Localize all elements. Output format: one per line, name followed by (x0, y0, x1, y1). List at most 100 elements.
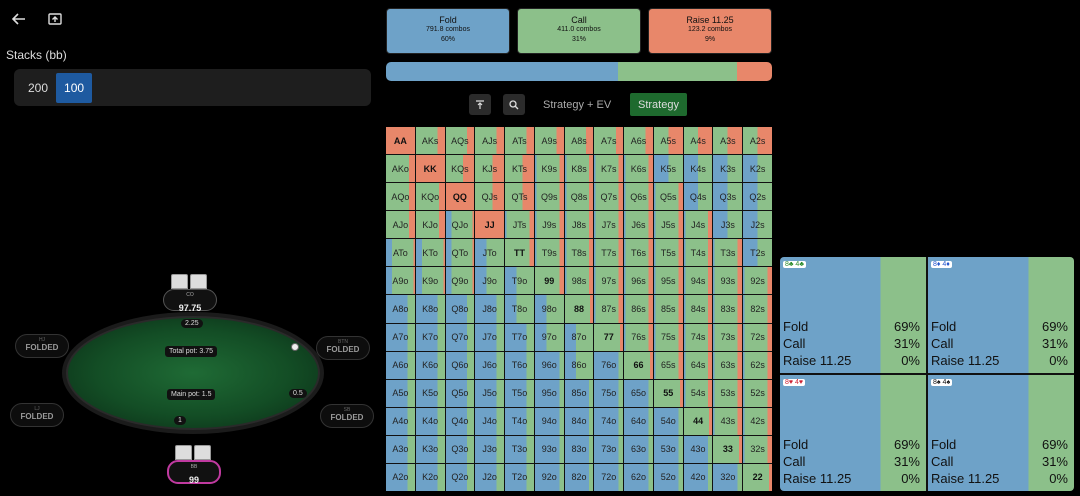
hand-cell-K3o[interactable]: K3o (415, 435, 445, 463)
hand-cell-84s[interactable]: 84s (683, 295, 713, 323)
hand-cell-98s[interactable]: 98s (564, 267, 594, 295)
hand-cell-92s[interactable]: 92s (743, 267, 772, 295)
action-fold[interactable]: Fold 791.8 combos 60% (386, 8, 510, 54)
hand-cell-Q7s[interactable]: Q7s (594, 183, 624, 211)
hand-cell-53s[interactable]: 53s (713, 379, 743, 407)
hand-cell-T6o[interactable]: T6o (505, 351, 534, 379)
hand-cell-Q9s[interactable]: Q9s (534, 183, 564, 211)
hand-cell-96o[interactable]: 96o (534, 351, 564, 379)
hand-cell-JTo[interactable]: JTo (475, 239, 505, 267)
hand-cell-83o[interactable]: 83o (564, 435, 594, 463)
hand-cell-Q6o[interactable]: Q6o (445, 351, 475, 379)
tab-strategy[interactable]: Strategy (630, 93, 687, 116)
hand-cell-J3o[interactable]: J3o (475, 435, 505, 463)
hand-cell-62s[interactable]: 62s (743, 351, 772, 379)
hand-cell-KK[interactable]: KK (415, 155, 445, 183)
hand-cell-JJ[interactable]: JJ (475, 211, 505, 239)
hand-cell-63s[interactable]: 63s (713, 351, 743, 379)
hand-cell-J6o[interactable]: J6o (475, 351, 505, 379)
hand-cell-65o[interactable]: 65o (624, 379, 653, 407)
hand-cell-42s[interactable]: 42s (743, 407, 772, 435)
hand-cell-92o[interactable]: 92o (534, 463, 564, 491)
seat-hj[interactable]: HJ FOLDED (15, 334, 69, 358)
hand-cell-88[interactable]: 88 (564, 295, 594, 323)
hand-cell-A6s[interactable]: A6s (624, 127, 653, 155)
hand-cell-A4o[interactable]: A4o (386, 407, 415, 435)
hand-cell-86s[interactable]: 86s (624, 295, 653, 323)
hand-cell-K8o[interactable]: K8o (415, 295, 445, 323)
hand-cell-T5s[interactable]: T5s (653, 239, 683, 267)
hand-cell-AQs[interactable]: AQs (445, 127, 475, 155)
hand-cell-KTs[interactable]: KTs (505, 155, 534, 183)
hand-cell-Q3s[interactable]: Q3s (713, 183, 743, 211)
hand-cell-J2s[interactable]: J2s (743, 211, 772, 239)
combo-panel[interactable]: 8♥ 4♥ Fold 69% Call 31% Raise 11.25 0% (780, 375, 926, 491)
hand-cell-95o[interactable]: 95o (534, 379, 564, 407)
hand-cell-J7s[interactable]: J7s (594, 211, 624, 239)
hand-cell-85o[interactable]: 85o (564, 379, 594, 407)
hand-cell-62o[interactable]: 62o (624, 463, 653, 491)
hand-cell-T2s[interactable]: T2s (743, 239, 772, 267)
hand-cell-T4o[interactable]: T4o (505, 407, 534, 435)
hand-cell-K8s[interactable]: K8s (564, 155, 594, 183)
hand-cell-T9o[interactable]: T9o (505, 267, 534, 295)
hand-cell-QQ[interactable]: QQ (445, 183, 475, 211)
hand-cell-J4o[interactable]: J4o (475, 407, 505, 435)
hand-cell-84o[interactable]: 84o (564, 407, 594, 435)
hand-cell-J2o[interactable]: J2o (475, 463, 505, 491)
hand-cell-QTo[interactable]: QTo (445, 239, 475, 267)
hand-cell-32o[interactable]: 32o (713, 463, 743, 491)
hand-cell-74s[interactable]: 74s (683, 323, 713, 351)
hand-cell-J9o[interactable]: J9o (475, 267, 505, 295)
hand-cell-Q7o[interactable]: Q7o (445, 323, 475, 351)
hand-cell-85s[interactable]: 85s (653, 295, 683, 323)
combo-panel[interactable]: 8♠ 4♠ Fold 69% Call 31% Raise 11.25 0% (928, 375, 1074, 491)
hand-cell-93o[interactable]: 93o (534, 435, 564, 463)
hand-cell-T6s[interactable]: T6s (624, 239, 653, 267)
hand-cell-A8o[interactable]: A8o (386, 295, 415, 323)
hand-cell-J7o[interactable]: J7o (475, 323, 505, 351)
hand-cell-54o[interactable]: 54o (653, 407, 683, 435)
hand-cell-AKs[interactable]: AKs (415, 127, 445, 155)
hand-cell-J9s[interactable]: J9s (534, 211, 564, 239)
hand-cell-A2s[interactable]: A2s (743, 127, 772, 155)
hand-cell-KTo[interactable]: KTo (415, 239, 445, 267)
hand-cell-72o[interactable]: 72o (594, 463, 624, 491)
hand-cell-Q5o[interactable]: Q5o (445, 379, 475, 407)
hand-cell-KJs[interactable]: KJs (475, 155, 505, 183)
hand-cell-T5o[interactable]: T5o (505, 379, 534, 407)
stack-option-200[interactable]: 200 (28, 80, 49, 95)
hand-cell-43o[interactable]: 43o (683, 435, 713, 463)
hand-cell-T3s[interactable]: T3s (713, 239, 743, 267)
hand-cell-A8s[interactable]: A8s (564, 127, 594, 155)
hand-cell-TT[interactable]: TT (505, 239, 534, 267)
hand-cell-T8o[interactable]: T8o (505, 295, 534, 323)
hand-cell-K2o[interactable]: K2o (415, 463, 445, 491)
hand-cell-74o[interactable]: 74o (594, 407, 624, 435)
hand-cell-Q5s[interactable]: Q5s (653, 183, 683, 211)
hand-cell-J8o[interactable]: J8o (475, 295, 505, 323)
hand-cell-55[interactable]: 55 (653, 379, 683, 407)
hand-cell-95s[interactable]: 95s (653, 267, 683, 295)
hand-cell-94o[interactable]: 94o (534, 407, 564, 435)
hand-cell-Q3o[interactable]: Q3o (445, 435, 475, 463)
hand-cell-76s[interactable]: 76s (624, 323, 653, 351)
seat-sb[interactable]: SB FOLDED (320, 404, 374, 428)
hand-cell-T7s[interactable]: T7s (594, 239, 624, 267)
hand-cell-75s[interactable]: 75s (653, 323, 683, 351)
hand-cell-52s[interactable]: 52s (743, 379, 772, 407)
search-icon[interactable] (503, 94, 525, 115)
hand-cell-63o[interactable]: 63o (624, 435, 653, 463)
hand-cell-76o[interactable]: 76o (594, 351, 624, 379)
hand-cell-K9s[interactable]: K9s (534, 155, 564, 183)
hand-cell-J5o[interactable]: J5o (475, 379, 505, 407)
hand-cell-73s[interactable]: 73s (713, 323, 743, 351)
hand-cell-A7s[interactable]: A7s (594, 127, 624, 155)
filter-icon[interactable] (469, 94, 491, 115)
hand-cell-J4s[interactable]: J4s (683, 211, 713, 239)
hand-cell-K5s[interactable]: K5s (653, 155, 683, 183)
hand-cell-K7o[interactable]: K7o (415, 323, 445, 351)
hand-cell-A9o[interactable]: A9o (386, 267, 415, 295)
hand-cell-42o[interactable]: 42o (683, 463, 713, 491)
hand-cell-J3s[interactable]: J3s (713, 211, 743, 239)
